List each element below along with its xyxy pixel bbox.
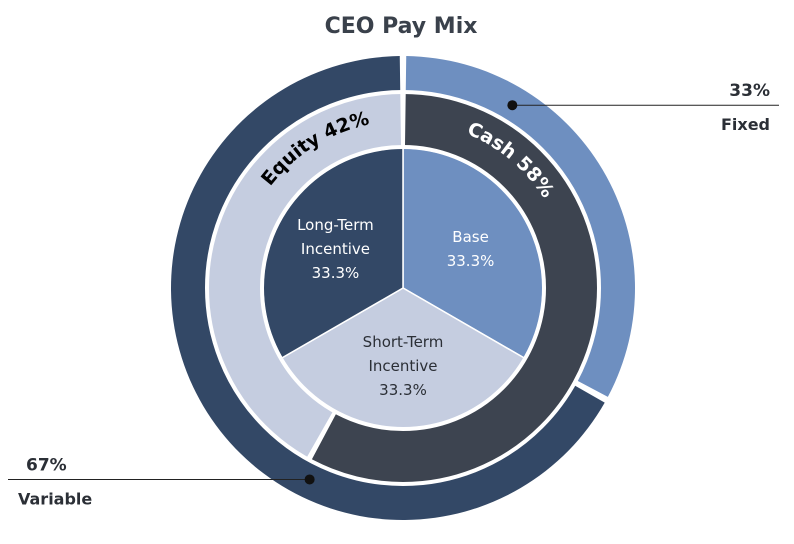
outer-ring-slice-0 [405, 56, 636, 397]
middle-ring-slice-1 [207, 93, 402, 458]
variable-name-label: Variable [18, 489, 92, 508]
rings-group [171, 56, 636, 520]
outer-separator [205, 90, 601, 486]
inner-slice-label-0-line-1: 33.3% [447, 252, 495, 270]
inner-slice-label-1-line-1: Incentive [368, 357, 437, 375]
annotations-group: 33% Fixed 67% Variable [8, 81, 779, 508]
fixed-value-label: 33% [729, 81, 770, 101]
inner-slice-label-2-line-0: Long-Term [297, 216, 374, 234]
inner-slice-label-1-line-0: Short-Term [363, 333, 444, 351]
variable-leader-dot [304, 474, 315, 485]
inner-slice-label-1-line-2: 33.3% [379, 381, 427, 399]
inner-separator [260, 145, 546, 431]
inner-slice-label-2-line-1: Incentive [301, 240, 370, 258]
variable-value-label: 67% [26, 455, 67, 475]
inner-slice-label-2-line-2: 33.3% [312, 264, 360, 282]
fixed-name-label: Fixed [721, 115, 770, 134]
inner-slice-label-0-line-0: Base [452, 228, 489, 246]
chart-title: CEO Pay Mix [325, 14, 478, 39]
middle-ring-slice-0 [311, 93, 598, 483]
fixed-leader-dot [507, 100, 518, 111]
